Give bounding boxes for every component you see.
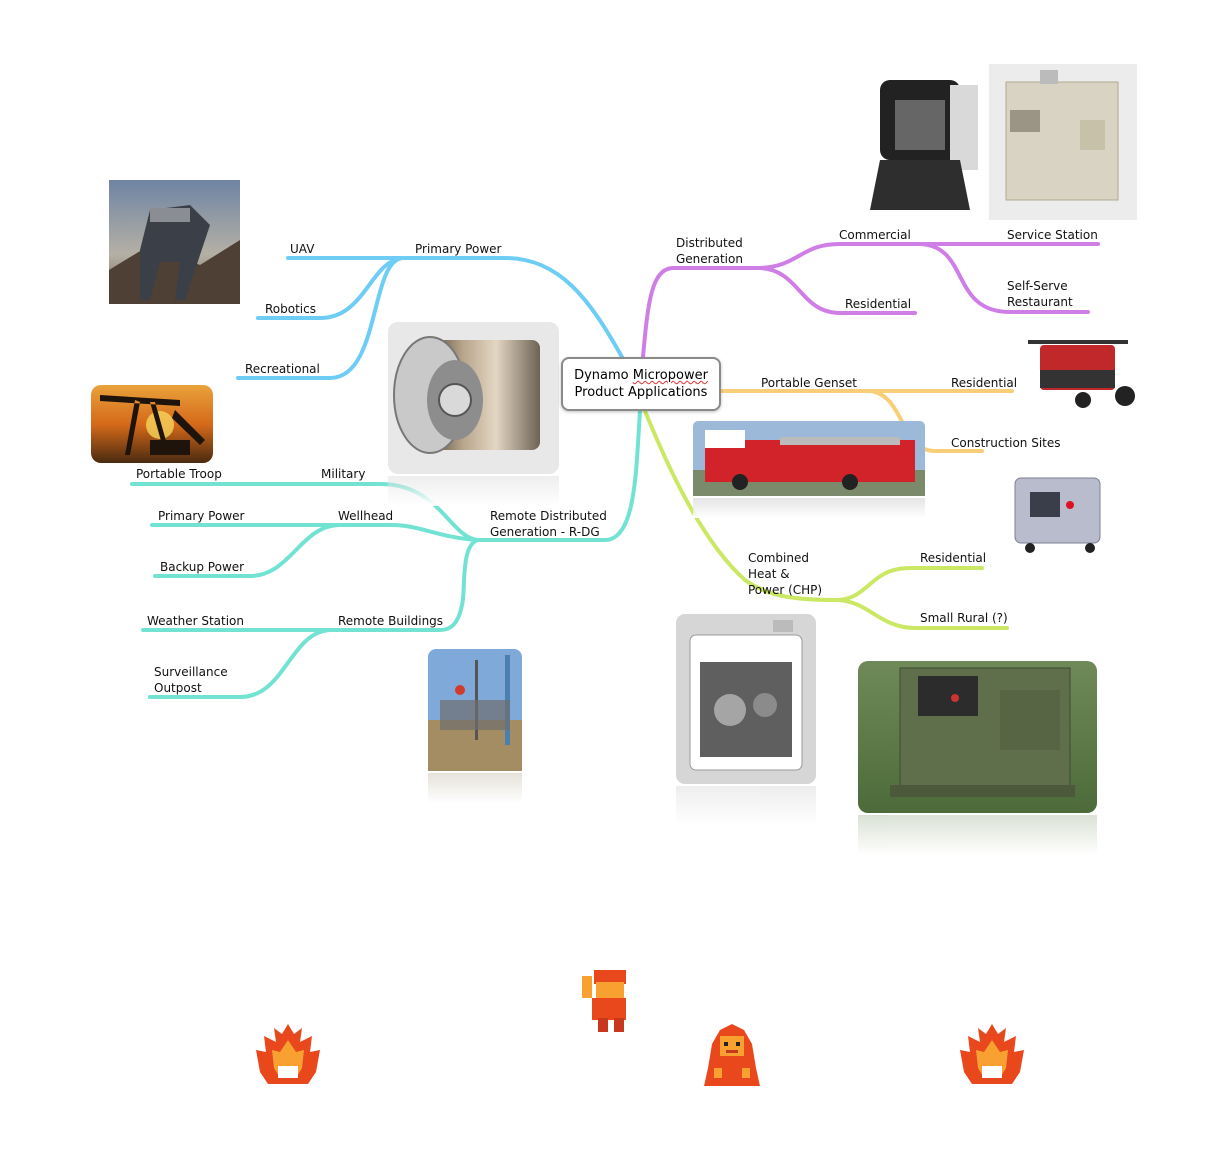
topic-commercial[interactable]: Commercial [839,228,911,242]
topic-wellhead-primary-power[interactable]: Primary Power [158,509,245,523]
link-robotics [256,256,404,320]
topic-wellhead[interactable]: Wellhead [338,509,394,523]
topic-remote-distributed-generation[interactable]: Remote Distributed Generation - R-DG [490,509,607,539]
central-topic-word2: Micropower [632,368,708,383]
link-center-primary-power [400,256,624,359]
silent-genset-photo [1008,470,1111,556]
link-chp-residential [836,566,984,602]
topic-recreational[interactable]: Recreational [245,362,320,376]
link-center-distributed [641,266,762,359]
topic-small-rural[interactable]: Small Rural (?) [920,611,1008,625]
topic-robotics[interactable]: Robotics [265,302,316,316]
link-commercial [758,242,922,270]
topic-construction-sites[interactable]: Construction Sites [951,436,1061,450]
link-surveillance [148,628,332,699]
link-center-chp [643,409,840,602]
military-genset-photo [858,661,1097,813]
topic-distributed-generation[interactable]: Distributed Generation [676,236,743,266]
fire-truck-photo [693,421,925,496]
topic-backup-power[interactable]: Backup Power [160,560,245,574]
link-self-serve [918,242,1090,314]
link-center-remote [476,409,642,542]
topic-weather-station[interactable]: Weather Station [147,614,245,628]
turbine-render [388,322,559,474]
central-topic-word1: Dynamo [574,368,629,383]
warrior-sprite [582,970,626,1032]
fire-sprite [256,1024,320,1084]
branch-remote-lines [130,409,642,699]
topic-genset-residential[interactable]: Residential [951,376,1018,390]
portable-generator-photo [1018,336,1135,411]
topic-uav[interactable]: UAV [290,242,315,256]
topic-service-station[interactable]: Service Station [1007,228,1098,242]
link-recreational [236,256,404,380]
link-wellhead-backup [153,523,340,578]
central-topic-line1: Dynamo Micropower [574,367,708,384]
topic-surveillance-outpost[interactable]: Surveillance Outpost [154,665,228,695]
old-man-sprite [704,1024,760,1086]
link-small-rural [836,598,1009,630]
chp-unit-photo [676,614,816,784]
topic-portable-genset[interactable]: Portable Genset [761,376,857,390]
topic-self-serve-restaurant[interactable]: Self-Serve Restaurant [1007,279,1073,309]
wellhead-site-photo [428,649,522,771]
link-remote-buildings [328,538,480,632]
branch-chp-lines [643,409,1009,630]
microturbine-unit-photo [870,75,980,215]
topic-chp-residential[interactable]: Residential [920,551,987,565]
topic-chp[interactable]: Combined Heat & Power (CHP) [748,551,823,597]
fire-sprite [960,1024,1024,1084]
central-topic-line2: Product Applications [574,385,708,400]
central-topic[interactable]: Dynamo Micropower Product Applications [561,357,721,411]
topic-dg-residential[interactable]: Residential [845,297,912,311]
branch-distributed-lines [641,242,1100,359]
topic-primary-power[interactable]: Primary Power [415,242,502,256]
link-military [314,482,480,542]
robot-photo [109,180,240,304]
link-wellhead [336,523,480,542]
link-dg-residential [758,266,917,315]
commercial-generator-photo [989,64,1137,220]
oil-pump-photo [91,385,213,463]
branch-primary-power-lines [236,256,624,380]
topic-remote-buildings[interactable]: Remote Buildings [338,614,444,628]
topic-military[interactable]: Military [321,467,366,481]
topic-portable-troop[interactable]: Portable Troop [136,467,222,481]
